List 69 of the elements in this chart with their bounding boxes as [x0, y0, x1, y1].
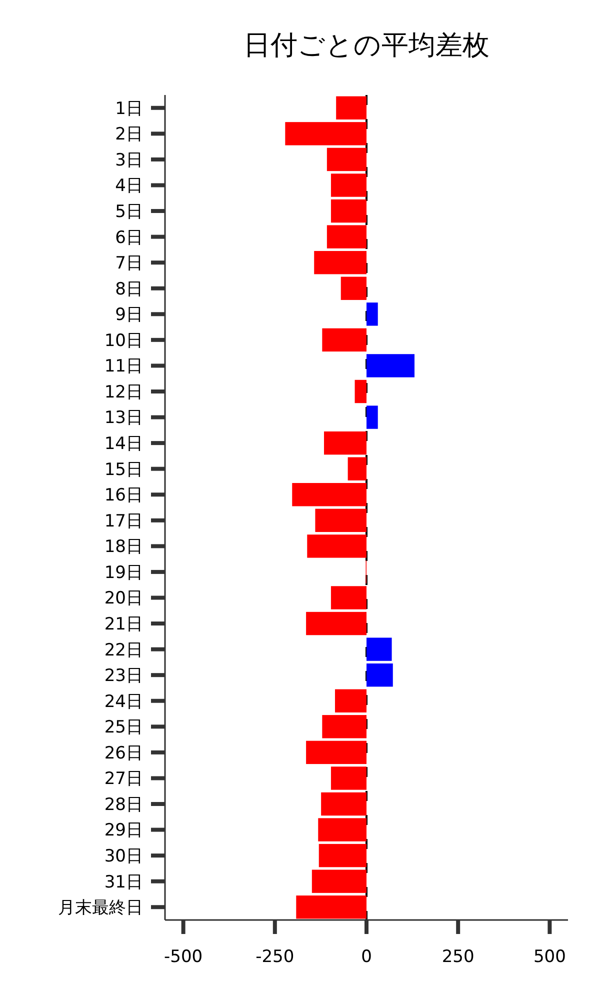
y-tick-label: 9日 [115, 305, 143, 326]
bar [306, 740, 366, 764]
bar [348, 457, 366, 480]
y-tick-label: 15日 [104, 460, 143, 480]
x-tick-label: -250 [256, 947, 294, 967]
bar [324, 431, 366, 455]
y-tick-label: 24日 [104, 692, 143, 712]
x-tick-label: 0 [361, 947, 372, 967]
chart-title: 日付ごとの平均差枚 [244, 30, 490, 61]
bar [292, 483, 366, 506]
y-tick-label: 23日 [104, 666, 143, 686]
bar [312, 870, 366, 893]
y-tick-label: 16日 [104, 486, 143, 506]
bar [321, 792, 366, 816]
y-tick-label: 18日 [104, 537, 143, 558]
bar [366, 638, 392, 661]
y-tick-label: 5日 [115, 202, 143, 222]
bar [322, 715, 366, 738]
bar [330, 766, 366, 790]
y-tick-label: 7日 [115, 254, 143, 274]
bar [318, 844, 366, 868]
y-tick-label: 26日 [104, 743, 143, 764]
y-tick-label: 11日 [104, 356, 143, 377]
bar [330, 174, 366, 197]
y-tick-label: 1日 [115, 98, 143, 119]
y-tick-label: 22日 [104, 640, 143, 660]
y-tick-label: 6日 [115, 228, 143, 248]
y-tick-label: 月末最終日 [58, 898, 143, 918]
bar [306, 612, 366, 636]
bar [314, 250, 366, 274]
y-tick-label: 19日 [104, 562, 143, 583]
bar [285, 122, 366, 146]
y-tick-label: 28日 [104, 794, 143, 815]
y-tick-label: 20日 [104, 588, 143, 609]
bar [366, 302, 378, 326]
bar [296, 896, 366, 919]
y-tick-label: 13日 [104, 408, 143, 428]
bar [322, 328, 366, 352]
bar [326, 225, 366, 248]
bar [366, 354, 414, 378]
y-tick-label: 8日 [115, 279, 143, 300]
x-tick-label: -500 [164, 947, 203, 967]
x-tick-label: 250 [442, 947, 474, 967]
y-tick-label: 17日 [104, 511, 143, 532]
bar [315, 508, 366, 532]
y-tick-label: 14日 [104, 434, 143, 454]
bar [307, 534, 366, 558]
y-tick-label: 25日 [104, 718, 143, 738]
bar [366, 406, 378, 429]
bar [330, 586, 366, 610]
x-tick-label: 500 [533, 947, 566, 967]
y-tick-label: 29日 [104, 820, 143, 841]
y-tick-label: 2日 [115, 124, 143, 145]
bar [326, 148, 366, 172]
y-tick-label: 4日 [115, 176, 143, 196]
bar [354, 380, 366, 404]
y-tick-label: 10日 [104, 330, 143, 351]
bar [366, 663, 393, 687]
bar [340, 276, 366, 300]
y-tick-label: 30日 [104, 846, 143, 866]
y-tick-label: 21日 [104, 614, 143, 634]
bar [334, 689, 366, 712]
bar [330, 199, 366, 223]
bar [336, 96, 366, 120]
y-tick-label: 27日 [104, 769, 143, 790]
y-tick-label: 3日 [115, 150, 143, 170]
bar [318, 818, 366, 842]
y-tick-label: 31日 [104, 872, 143, 892]
y-tick-label: 12日 [104, 382, 143, 402]
